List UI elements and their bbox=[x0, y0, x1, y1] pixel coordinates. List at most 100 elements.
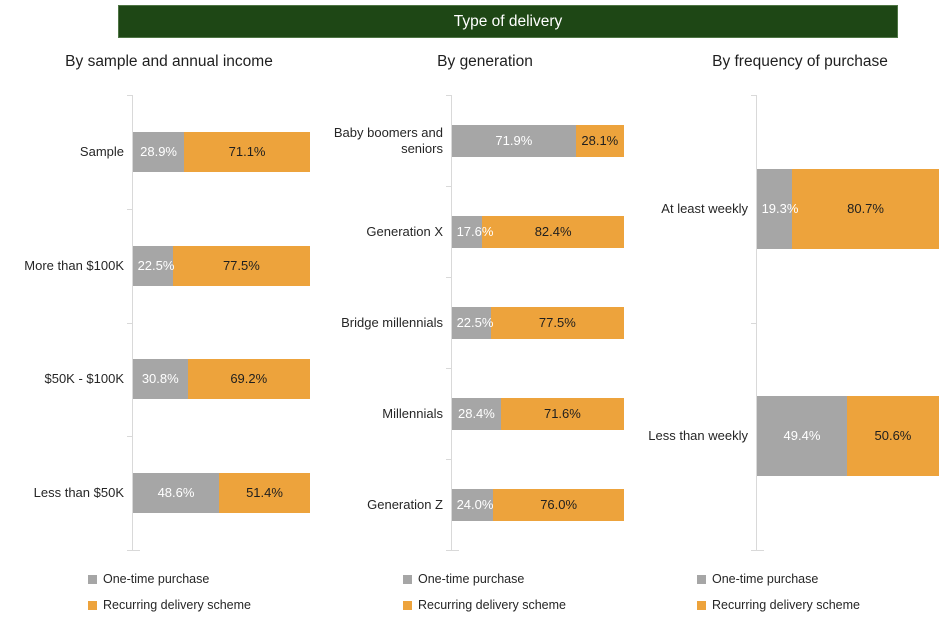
value-label: 77.5% bbox=[538, 315, 576, 330]
bar-row: 22.5% 77.5% bbox=[133, 246, 310, 286]
category-label: Less than $50K bbox=[33, 484, 124, 500]
category-label: Generation X bbox=[366, 223, 443, 239]
value-label: 76.0% bbox=[540, 497, 578, 512]
x-axis-foot bbox=[756, 550, 764, 551]
value-label: 24.0% bbox=[456, 497, 494, 512]
value-label: 50.6% bbox=[874, 428, 912, 443]
bar-segment-recurring bbox=[490, 307, 624, 339]
bar-row: 19.3% 80.7% bbox=[757, 169, 939, 249]
panel-title-frequency: By frequency of purchase bbox=[712, 53, 888, 70]
value-label: 69.2% bbox=[230, 371, 268, 386]
bar-segment-one-time bbox=[452, 216, 483, 248]
legend-label: One-time purchase bbox=[712, 572, 819, 586]
legend-label: Recurring delivery scheme bbox=[103, 598, 251, 612]
category-label: Bridge millennials bbox=[341, 314, 443, 330]
bar-segment-recurring bbox=[187, 359, 310, 399]
value-label: 28.4% bbox=[457, 406, 495, 421]
value-label: 22.5% bbox=[137, 258, 175, 273]
legend-swatch-recurring bbox=[88, 600, 97, 610]
legend: One-time purchase Recurring delivery sche… bbox=[697, 572, 917, 624]
y-axis-line bbox=[756, 95, 757, 550]
bar-segment-recurring bbox=[500, 398, 624, 430]
legend-row: Recurring delivery scheme bbox=[697, 598, 917, 612]
panel-title-sample-income: By sample and annual income bbox=[65, 53, 273, 70]
axis-tick bbox=[751, 95, 756, 96]
axis-tick bbox=[127, 550, 132, 551]
axis-tick bbox=[446, 186, 451, 187]
legend-swatch-one-time bbox=[403, 574, 412, 584]
value-label: 71.9% bbox=[495, 133, 533, 148]
axis-tick bbox=[751, 322, 756, 324]
axis-tick bbox=[446, 368, 451, 369]
bar-row: 49.4% 50.6% bbox=[757, 396, 939, 476]
category-label: Baby boomers and seniors bbox=[333, 124, 443, 156]
category-label: At least weekly bbox=[661, 200, 748, 216]
bar-segment-one-time bbox=[452, 398, 501, 430]
value-label: 17.6% bbox=[456, 224, 494, 239]
legend: One-time purchase Recurring delivery sche… bbox=[403, 572, 623, 624]
category-label: Generation Z bbox=[367, 496, 443, 512]
bar-segment-recurring bbox=[575, 125, 624, 157]
legend-label: One-time purchase bbox=[103, 572, 210, 586]
bar-row: 71.9% 28.1% bbox=[452, 125, 624, 157]
legend-swatch-one-time bbox=[88, 574, 97, 584]
category-label: Millennials bbox=[382, 405, 443, 421]
value-label: 30.8% bbox=[141, 371, 179, 386]
bar-row: 24.0% 76.0% bbox=[452, 489, 624, 521]
legend-label: Recurring delivery scheme bbox=[712, 598, 860, 612]
bar-segment-one-time bbox=[452, 489, 494, 521]
x-axis-foot bbox=[451, 550, 459, 551]
bar-segment-recurring bbox=[792, 169, 939, 249]
value-label: 71.6% bbox=[543, 406, 581, 421]
value-label: 80.7% bbox=[847, 201, 884, 216]
bar-segment-one-time bbox=[133, 359, 188, 399]
legend-swatch-recurring bbox=[403, 600, 412, 610]
axis-tick bbox=[446, 550, 451, 551]
axis-tick bbox=[446, 277, 451, 278]
chart-title: Type of delivery bbox=[453, 12, 563, 30]
value-label: 77.5% bbox=[222, 258, 260, 273]
category-label: Sample bbox=[79, 143, 124, 159]
category-label: $50K - $100K bbox=[44, 370, 124, 386]
bar-segment-recurring bbox=[184, 132, 310, 172]
axis-tick bbox=[127, 95, 132, 96]
bar-row: 22.5% 77.5% bbox=[452, 307, 624, 339]
bar-row: 48.6% 51.4% bbox=[133, 473, 310, 513]
value-label: 48.6% bbox=[157, 485, 195, 500]
value-label: 51.4% bbox=[246, 485, 283, 500]
legend-row: One-time purchase bbox=[88, 572, 308, 586]
bar-segment-one-time bbox=[757, 169, 793, 249]
legend-row: Recurring delivery scheme bbox=[88, 598, 308, 612]
value-label: 49.4% bbox=[783, 428, 821, 443]
x-axis-foot bbox=[132, 550, 140, 551]
category-label: Less than weekly bbox=[648, 427, 748, 443]
value-label: 71.1% bbox=[228, 144, 266, 159]
bar-segment-one-time bbox=[133, 132, 185, 172]
chart-title-banner: Type of delivery bbox=[118, 5, 898, 38]
axis-tick bbox=[127, 208, 132, 210]
legend-label: One-time purchase bbox=[418, 572, 525, 586]
y-axis-line bbox=[451, 95, 452, 550]
value-label: 28.1% bbox=[581, 133, 619, 148]
legend-label: Recurring delivery scheme bbox=[418, 598, 566, 612]
bar-segment-one-time bbox=[452, 307, 491, 339]
bar-segment-recurring bbox=[219, 473, 310, 513]
value-label: 28.9% bbox=[140, 144, 177, 159]
bar-row: 28.4% 71.6% bbox=[452, 398, 624, 430]
value-label: 22.5% bbox=[456, 315, 494, 330]
bar-row: 30.8% 69.2% bbox=[133, 359, 310, 399]
legend-swatch-recurring bbox=[697, 600, 706, 610]
bar-segment-recurring bbox=[493, 489, 624, 521]
bar-row: 17.6% 82.4% bbox=[452, 216, 624, 248]
y-axis-line bbox=[132, 95, 133, 550]
axis-tick bbox=[446, 95, 451, 96]
legend-row: Recurring delivery scheme bbox=[403, 598, 623, 612]
axis-tick bbox=[127, 436, 132, 438]
legend-swatch-one-time bbox=[697, 574, 706, 584]
value-label: 19.3% bbox=[761, 201, 799, 216]
category-label: More than $100K bbox=[24, 257, 124, 273]
bar-segment-one-time bbox=[452, 125, 576, 157]
legend-row: One-time purchase bbox=[403, 572, 623, 586]
bar-segment-one-time bbox=[133, 473, 220, 513]
value-label: 82.4% bbox=[534, 224, 572, 239]
